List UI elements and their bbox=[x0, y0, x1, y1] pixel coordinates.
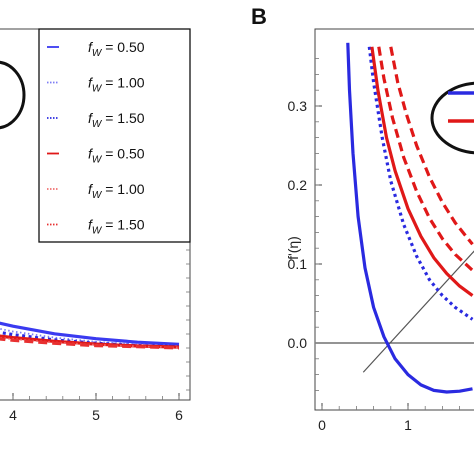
legend-box bbox=[38, 28, 191, 243]
panel-b-y-tick-label: 0.0 bbox=[288, 335, 308, 351]
panel-b-label: B bbox=[251, 4, 267, 29]
panel-b-series-line-5 bbox=[389, 46, 474, 246]
panel-a-curves bbox=[0, 321, 180, 350]
panel-b-series-line-1 bbox=[346, 42, 473, 394]
legend-label-1: fW = 0.50 bbox=[88, 39, 145, 59]
panel-b-y-tick-label: 0.2 bbox=[288, 177, 308, 193]
panel-b-series-line-3 bbox=[370, 46, 474, 297]
panel-b-x-tick-label: 0 bbox=[318, 417, 326, 433]
legend-label-2: fW = 1.00 bbox=[88, 75, 145, 95]
panel-b: B f'(η) 0 1 0.0 0.1 0.2 0.3 bbox=[251, 4, 474, 433]
panel-b-series-line-4 bbox=[377, 46, 474, 272]
panel-a-x-tick-label: 6 bbox=[175, 407, 183, 423]
panel-b-y-axis-label: f'(η) bbox=[285, 236, 301, 260]
panel-b-curves bbox=[346, 42, 474, 394]
panel-a-x-tick-label: 5 bbox=[92, 407, 100, 423]
panel-a-series-line-1 bbox=[0, 321, 180, 346]
panel-a-x-tick-label: 4 bbox=[9, 407, 17, 423]
legend-label-6: fW = 1.50 bbox=[88, 217, 145, 237]
legend-label-4: fW = 0.50 bbox=[88, 146, 145, 166]
panel-b-annotation-line bbox=[362, 250, 474, 373]
panel-a-series-line-6 bbox=[0, 337, 180, 350]
panel-b-x-tick-label: 1 bbox=[404, 417, 412, 433]
legend-label-5: fW = 1.00 bbox=[88, 181, 145, 201]
panel-b-ellipse-annotation bbox=[430, 81, 474, 155]
panel-b-axes: 0 1 0.0 0.1 0.2 0.3 bbox=[288, 58, 474, 433]
panel-b-y-tick-label: 0.1 bbox=[288, 256, 308, 272]
legend-label-3: fW = 1.50 bbox=[88, 110, 145, 130]
panel-a-ellipse-annotation bbox=[0, 60, 26, 130]
panel-a-legend: fW = 0.50 fW = 1.00 fW = 1.50 fW = 0.50 fW =… bbox=[38, 28, 191, 243]
panel-b-y-tick-label: 0.3 bbox=[288, 98, 308, 114]
panel-b-frame bbox=[314, 28, 474, 411]
